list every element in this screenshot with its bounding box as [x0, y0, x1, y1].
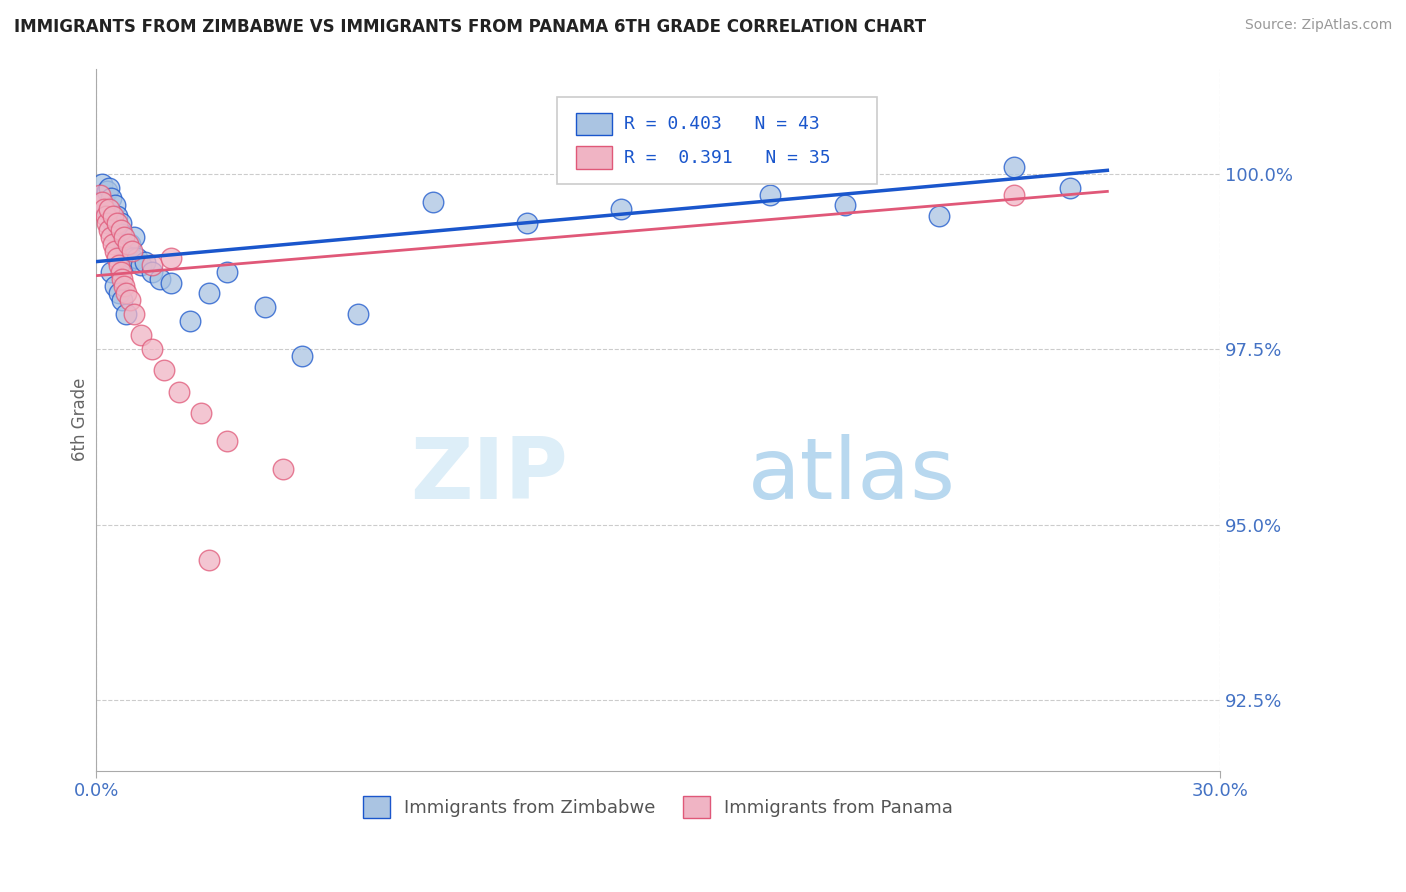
Point	[273, 462, 295, 476]
Point	[118, 293, 141, 308]
Point	[107, 223, 129, 237]
Text: Source: ZipAtlas.com: Source: ZipAtlas.com	[1244, 18, 1392, 32]
Point	[107, 258, 129, 272]
Point	[104, 244, 127, 258]
Point	[115, 244, 138, 258]
Point	[928, 209, 950, 223]
Point	[118, 237, 141, 252]
Point	[1002, 188, 1025, 202]
Point	[90, 194, 112, 209]
Point	[105, 216, 128, 230]
Point	[190, 406, 212, 420]
Point	[104, 279, 127, 293]
Point	[117, 254, 139, 268]
Point	[100, 230, 122, 244]
Point	[129, 328, 152, 343]
Point	[115, 286, 138, 301]
Point	[100, 265, 122, 279]
Point	[1059, 181, 1081, 195]
Point	[121, 251, 143, 265]
Point	[98, 181, 121, 195]
Point	[291, 350, 314, 364]
FancyBboxPatch shape	[576, 146, 612, 169]
Point	[197, 553, 219, 567]
Point	[217, 265, 239, 279]
Point	[127, 251, 149, 265]
Point	[197, 286, 219, 301]
Point	[117, 237, 139, 252]
Point	[179, 314, 201, 328]
Point	[100, 191, 122, 205]
Text: atlas: atlas	[748, 434, 956, 517]
Point	[141, 265, 163, 279]
Point	[96, 185, 118, 199]
Point	[110, 216, 132, 230]
Point	[122, 307, 145, 321]
Text: ZIP: ZIP	[411, 434, 568, 517]
Point	[101, 216, 124, 230]
FancyBboxPatch shape	[576, 112, 612, 136]
Point	[167, 384, 190, 399]
Point	[111, 272, 134, 286]
Point	[93, 202, 115, 216]
Point	[121, 244, 143, 258]
Point	[94, 209, 117, 223]
Point	[104, 198, 127, 212]
Point	[160, 251, 183, 265]
Point	[105, 251, 128, 265]
Point	[129, 258, 152, 272]
Point	[110, 265, 132, 279]
Text: R = 0.403   N = 43: R = 0.403 N = 43	[624, 115, 820, 133]
Point	[105, 209, 128, 223]
Point	[516, 216, 538, 230]
Point	[422, 194, 444, 209]
Point	[152, 363, 174, 377]
Point	[609, 202, 631, 216]
Point	[111, 227, 134, 241]
Point	[101, 209, 124, 223]
Text: IMMIGRANTS FROM ZIMBABWE VS IMMIGRANTS FROM PANAMA 6TH GRADE CORRELATION CHART: IMMIGRANTS FROM ZIMBABWE VS IMMIGRANTS F…	[14, 18, 927, 36]
Text: R =  0.391   N = 35: R = 0.391 N = 35	[624, 149, 831, 167]
Point	[94, 202, 117, 216]
FancyBboxPatch shape	[557, 96, 877, 185]
Point	[834, 198, 856, 212]
Point	[115, 307, 138, 321]
Point	[1002, 160, 1025, 174]
Point	[112, 279, 135, 293]
Point	[112, 230, 135, 244]
Point	[122, 230, 145, 244]
Point	[253, 300, 276, 314]
Point	[141, 343, 163, 357]
Point	[111, 293, 134, 308]
Point	[160, 276, 183, 290]
Point	[101, 237, 124, 252]
Point	[107, 286, 129, 301]
Point	[98, 223, 121, 237]
Point	[98, 202, 121, 216]
Point	[110, 223, 132, 237]
Point	[90, 178, 112, 192]
Point	[89, 188, 111, 202]
Point	[149, 272, 172, 286]
Point	[93, 194, 115, 209]
Y-axis label: 6th Grade: 6th Grade	[72, 378, 89, 461]
Point	[347, 307, 370, 321]
Point	[759, 188, 782, 202]
Point	[112, 237, 135, 252]
Point	[134, 254, 156, 268]
Legend: Immigrants from Zimbabwe, Immigrants from Panama: Immigrants from Zimbabwe, Immigrants fro…	[356, 789, 960, 825]
Point	[141, 258, 163, 272]
Point	[217, 434, 239, 448]
Point	[96, 216, 118, 230]
